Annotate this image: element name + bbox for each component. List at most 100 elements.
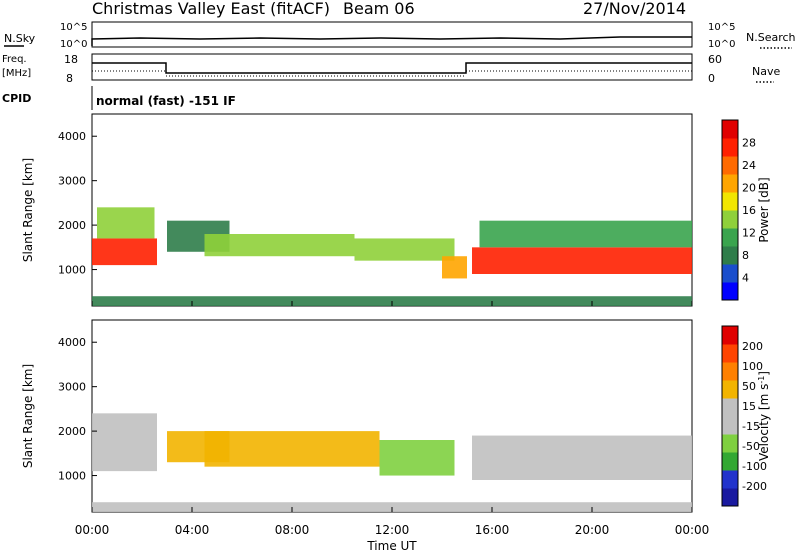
power-colorbar-swatch [722,246,738,265]
x-axis-ticks: 00:00 04:00 08:00 12:00 16:00 20:00 00:00 [75,301,710,537]
velocity-colorbar-tick: -100 [742,460,767,473]
power-colorbar-tick: 16 [742,204,756,217]
x-tick-label: 00:00 [675,523,710,537]
nsky-label: N.Sky [4,32,36,45]
power-colorbar-swatch [722,156,738,175]
power-colorbar-swatch [722,192,738,211]
velocity-colorbar-frame [721,325,739,507]
power-panel: 1000 2000 3000 4000 Slant Range [km] 28 24 20… [21,113,771,307]
power-colorbar-swatch [722,138,738,157]
x-tick-label: 08:00 [275,523,310,537]
power-colorbar-swatch [722,228,738,247]
power-colorbar-tick: 8 [742,249,749,262]
velocity-ytick-label: 1000 [58,470,86,483]
velocity-colorbar-tick: 200 [742,340,763,353]
velocity-data-band [204,431,380,467]
x-tick-label: 16:00 [475,523,510,537]
power-colorbar-tick: 24 [742,159,756,172]
velocity-colorbar-swatch [722,326,738,345]
freq-trace [92,62,692,74]
nave-tick-top: 60 [708,53,722,66]
power-colorbar-tick: 4 [742,272,749,285]
velocity-ytick-label: 3000 [58,381,86,394]
power-data-band [97,207,155,239]
date-label: 27/Nov/2014 [583,0,686,18]
velocity-colorbar-tick: 100 [742,360,763,373]
velocity-colorbar-tick: -50 [742,440,760,453]
power-yticks: 1000 2000 3000 4000 [58,130,97,277]
power-data-band [204,234,355,257]
power-ytick-label: 2000 [58,219,86,232]
power-colorbar-tick: 20 [742,182,756,195]
power-plot-frame [91,113,693,307]
x-tick-label: 20:00 [575,523,610,537]
x-axis-label: Time UT [366,539,417,553]
velocity-colorbar-swatch [722,452,738,471]
power-data-band [92,238,157,266]
power-data-band [472,247,692,274]
freq-tick-bottom: 8 [66,72,73,85]
power-colorbar-swatch [722,210,738,229]
velocity-panel: 1000 2000 3000 4000 Slant Range [km] 200 100… [21,319,772,513]
power-ytick-label: 1000 [58,264,86,277]
velocity-ytick-label: 2000 [58,425,86,438]
power-ytick-label: 3000 [58,175,86,188]
velocity-colorbar-swatch [722,398,738,417]
beam-label: Beam 06 [343,0,415,18]
velocity-colorbar-swatch [722,470,738,489]
power-data-band [354,238,455,261]
power-colorbar-swatch [722,174,738,193]
noise-panel [91,21,693,48]
velocity-ylabel: Slant Range [km] [21,364,35,468]
power-colorbar: 28 24 20 16 12 8 4 [721,119,756,301]
velocity-data-band [92,413,157,472]
velocity-yticks: 1000 2000 3000 4000 [58,336,97,483]
noise-right-tick-top: 10^5 [708,22,735,33]
velocity-colorbar-swatch [722,380,738,399]
velocity-colorbar-swatch [722,434,738,453]
velocity-colorbar: 200 100 50 15 -15 -50 -100 -200 [721,325,767,507]
x-tick-label: 00:00 [75,523,110,537]
velocity-data-band [472,435,692,480]
plot-title: Christmas Valley East (fitACF) [92,0,330,18]
velocity-colorbar-tick: 50 [742,380,756,393]
velocity-plot-frame [91,319,693,513]
freq-label-1: Freq. [2,54,27,65]
noise-left-tick-top: 10^5 [60,22,87,33]
velocity-colorbar-swatch [722,344,738,363]
cpid-label: CPID [2,92,31,105]
power-ylabel: Slant Range [km] [21,158,35,262]
velocity-colorbar-tick: 15 [742,400,756,413]
power-data-band [442,256,467,279]
nsearch-label: N.Search [746,31,796,44]
x-tick-label: 12:00 [375,523,410,537]
cpid-text: normal (fast) -151 IF [96,94,236,108]
noise-right-tick-bottom: 10^0 [708,39,735,50]
x-tick-label: 04:00 [175,523,210,537]
velocity-colorbar-swatch [722,416,738,435]
velocity-colorbar-tick: -200 [742,480,767,493]
freq-panel [91,53,693,81]
power-colorbar-frame [721,119,739,301]
nsky-trace [91,36,692,46]
power-colorbar-swatch [722,264,738,283]
velocity-data-band [379,440,455,476]
power-colorbar-swatch [722,282,738,301]
velocity-colorbar-swatch [722,488,738,507]
velocity-ytick-label: 4000 [58,336,86,349]
nave-label: Nave [752,65,780,78]
noise-left-tick-bottom: 10^0 [60,39,87,50]
freq-label-2: [MHz] [2,68,31,79]
nave-tick-bottom: 0 [708,72,715,85]
velocity-colorbar-swatch [722,362,738,381]
velocity-colorbar-tick: -15 [742,420,760,433]
power-colorbar-tick: 28 [742,137,756,150]
velocity-colorbar-label: Velocity [m s-1] [757,371,772,461]
power-data-band [479,220,692,248]
power-colorbar-tick: 12 [742,227,756,240]
power-ytick-label: 4000 [58,130,86,143]
nave-trace [92,70,692,77]
freq-tick-top: 18 [64,53,78,66]
power-colorbar-swatch [722,120,738,139]
